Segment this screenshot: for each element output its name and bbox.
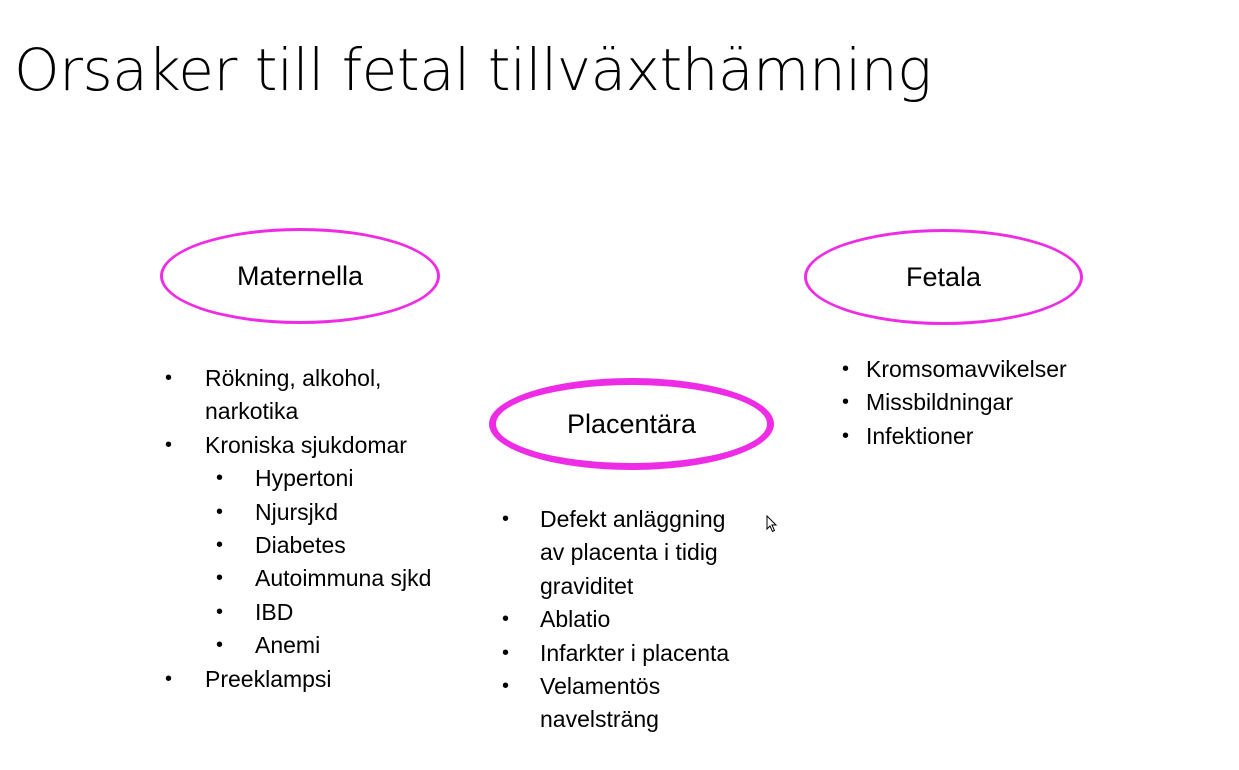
bullet-icon: • [502,675,510,698]
list-subitem: • Diabetes [165,529,431,562]
list-subitem: • Anemi [165,629,431,662]
mouse-pointer-icon [766,515,778,533]
list-subitem: • IBD [165,596,431,629]
list-item: • Preeklampsi [165,663,431,696]
list-subitem: • Hypertoni [165,462,431,495]
bullet-icon: • [216,567,224,590]
list-item-continuation: navelsträng [540,706,659,733]
bullet-icon: • [502,508,510,530]
bullet-icon: • [216,500,224,523]
bullet-icon: • [842,358,850,380]
bullet-icon: • [216,467,224,490]
bullet-icon: • [165,667,173,690]
bullet-icon: • [165,367,173,389]
bullet-icon: • [216,634,224,657]
bullet-icon: • [502,608,510,631]
placentara-label: Placentära [566,408,697,439]
maternella-label: Maternella [236,260,364,291]
fetala-ellipse: Fetala [804,229,1083,325]
list-item: • Missbildningar [842,386,1067,419]
list-item: • Kromsomavvikelser [842,353,1067,386]
bullet-icon: • [216,600,224,623]
bullet-icon: • [502,641,510,664]
placentara-list: • Defekt anläggning av placenta i tidig g… [500,503,729,737]
maternella-ellipse: Maternella [160,228,440,324]
bullet-icon: • [165,433,173,456]
bullet-icon: • [842,391,850,414]
list-subitem: • Njursjkd [165,496,431,529]
bullet-icon: • [216,534,224,557]
slide-title: Orsaker till fetal tillväxthämning [14,36,932,104]
fetala-label: Fetala [905,261,982,292]
list-item-continuation: graviditet [540,572,634,599]
list-item: • Defekt anläggning [500,503,729,536]
list-item-continuation: av placenta i tidig [540,539,718,566]
placentara-ellipse: Placentära [489,378,774,470]
list-item: • Rökning, alkohol, [165,362,431,395]
list-subitem: • Autoimmuna sjkd [165,562,431,595]
list-item: • Kroniska sjukdomar [165,429,431,462]
list-item: • Infektioner [842,420,1067,453]
list-item-continuation: narkotika [205,398,299,425]
maternella-list: • Rökning, alkohol, narkotika • Kroniska s… [165,362,431,696]
list-item: • Ablatio [500,603,729,636]
list-item: • Velamentös [500,670,729,703]
list-item: • Infarkter i placenta [500,637,729,670]
fetala-list: • Kromsomavvikelser • Missbildningar • Infe… [842,353,1067,453]
bullet-icon: • [842,424,850,447]
